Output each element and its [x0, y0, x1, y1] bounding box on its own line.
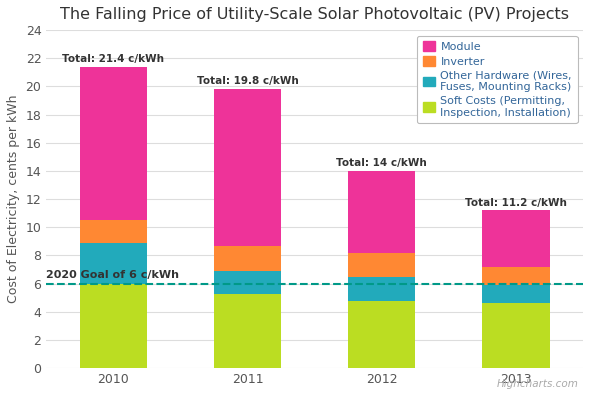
- Text: Total: 21.4 c/kWh: Total: 21.4 c/kWh: [63, 54, 165, 64]
- Bar: [214, 294, 281, 368]
- Bar: [80, 67, 147, 220]
- Bar: [483, 210, 549, 267]
- Text: 2020 Goal of 6 c/kWh: 2020 Goal of 6 c/kWh: [46, 270, 179, 280]
- Y-axis label: Cost of Electricity, cents per kWh: Cost of Electricity, cents per kWh: [7, 95, 20, 303]
- Text: Highcharts.com: Highcharts.com: [496, 379, 578, 389]
- Legend: Module, Inverter, Other Hardware (Wires,
Fuses, Mounting Racks), Soft Costs (Per: Module, Inverter, Other Hardware (Wires,…: [417, 36, 578, 123]
- Text: Total: 11.2 c/kWh: Total: 11.2 c/kWh: [465, 198, 567, 208]
- Bar: [214, 271, 281, 294]
- Bar: [214, 246, 281, 271]
- Bar: [80, 284, 147, 368]
- Bar: [348, 277, 415, 301]
- Bar: [348, 253, 415, 277]
- Bar: [348, 301, 415, 368]
- Bar: [214, 89, 281, 246]
- Text: Total: 14 c/kWh: Total: 14 c/kWh: [336, 158, 427, 168]
- Bar: [483, 303, 549, 368]
- Bar: [80, 220, 147, 243]
- Bar: [80, 243, 147, 284]
- Title: The Falling Price of Utility-Scale Solar Photovoltaic (PV) Projects: The Falling Price of Utility-Scale Solar…: [60, 7, 569, 22]
- Bar: [483, 285, 549, 303]
- Text: Total: 19.8 c/kWh: Total: 19.8 c/kWh: [196, 76, 299, 86]
- Bar: [483, 267, 549, 285]
- Bar: [348, 171, 415, 253]
